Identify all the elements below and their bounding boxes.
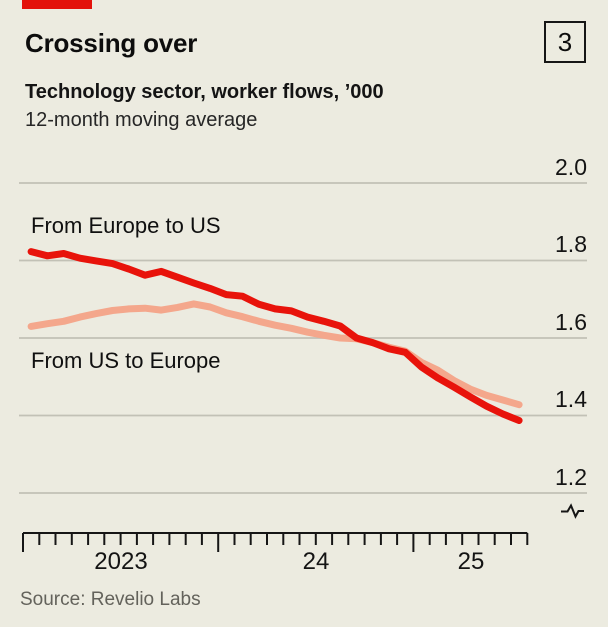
gridlines xyxy=(19,182,587,494)
chart-note: 12-month moving average xyxy=(25,109,258,131)
axis-break-icon xyxy=(561,503,584,519)
chart-title: Crossing over xyxy=(25,28,198,58)
y-tick-label: 1.8 xyxy=(555,231,587,257)
figure-number-badge: 3 xyxy=(544,21,586,63)
series-line-europe-to-us xyxy=(27,248,523,424)
brand-red-bar xyxy=(22,0,92,9)
source-credit: Source: Revelio Labs xyxy=(20,589,201,610)
series-label-us-to-europe: From US to Europe xyxy=(31,348,221,373)
x-tick-label: 25 xyxy=(457,548,485,575)
series-line-us-to-europe xyxy=(27,300,523,409)
series-label-europe-to-us: From Europe to US xyxy=(31,213,221,238)
y-tick-label: 1.2 xyxy=(555,464,587,490)
x-tick-label: 2023 xyxy=(94,548,148,575)
chart-subtitle: Technology sector, worker flows, ’000 xyxy=(25,81,384,103)
y-tick-label: 2.0 xyxy=(555,154,587,180)
y-tick-label: 1.4 xyxy=(555,386,587,412)
y-tick-label: 1.6 xyxy=(555,309,587,335)
x-tick-label: 24 xyxy=(302,548,330,575)
x-axis-with-ticks xyxy=(22,532,529,552)
